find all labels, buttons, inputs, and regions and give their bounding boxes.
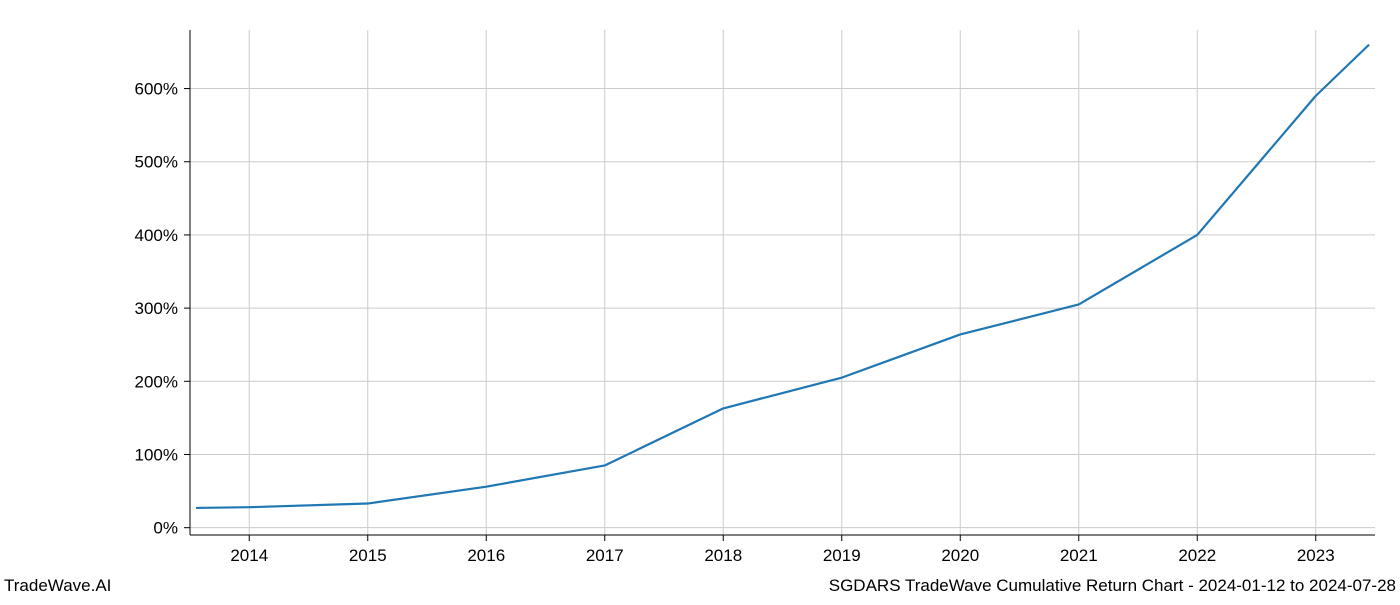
- line-chart: 2014 2015 2016 2017 2018 2019 2020 2021 2022 2023…: [0, 0, 1400, 600]
- svg-text:600%: 600%: [135, 80, 178, 99]
- footer-right-caption: SGDARS TradeWave Cumulative Return Chart…: [829, 576, 1396, 596]
- svg-text:0%: 0%: [153, 519, 178, 538]
- svg-text:2023: 2023: [1297, 546, 1335, 565]
- svg-text:2014: 2014: [230, 546, 268, 565]
- svg-text:2018: 2018: [704, 546, 742, 565]
- chart-container: 2014 2015 2016 2017 2018 2019 2020 2021 2022 2023…: [0, 0, 1400, 600]
- svg-text:2019: 2019: [823, 546, 861, 565]
- svg-text:200%: 200%: [135, 372, 178, 391]
- svg-text:100%: 100%: [135, 445, 178, 464]
- svg-text:2017: 2017: [586, 546, 624, 565]
- svg-text:2016: 2016: [467, 546, 505, 565]
- svg-text:2020: 2020: [941, 546, 979, 565]
- svg-text:300%: 300%: [135, 299, 178, 318]
- svg-text:2022: 2022: [1178, 546, 1216, 565]
- svg-text:500%: 500%: [135, 153, 178, 172]
- svg-text:2015: 2015: [349, 546, 387, 565]
- footer-left-branding: TradeWave.AI: [4, 576, 111, 596]
- svg-text:400%: 400%: [135, 226, 178, 245]
- svg-text:2021: 2021: [1060, 546, 1098, 565]
